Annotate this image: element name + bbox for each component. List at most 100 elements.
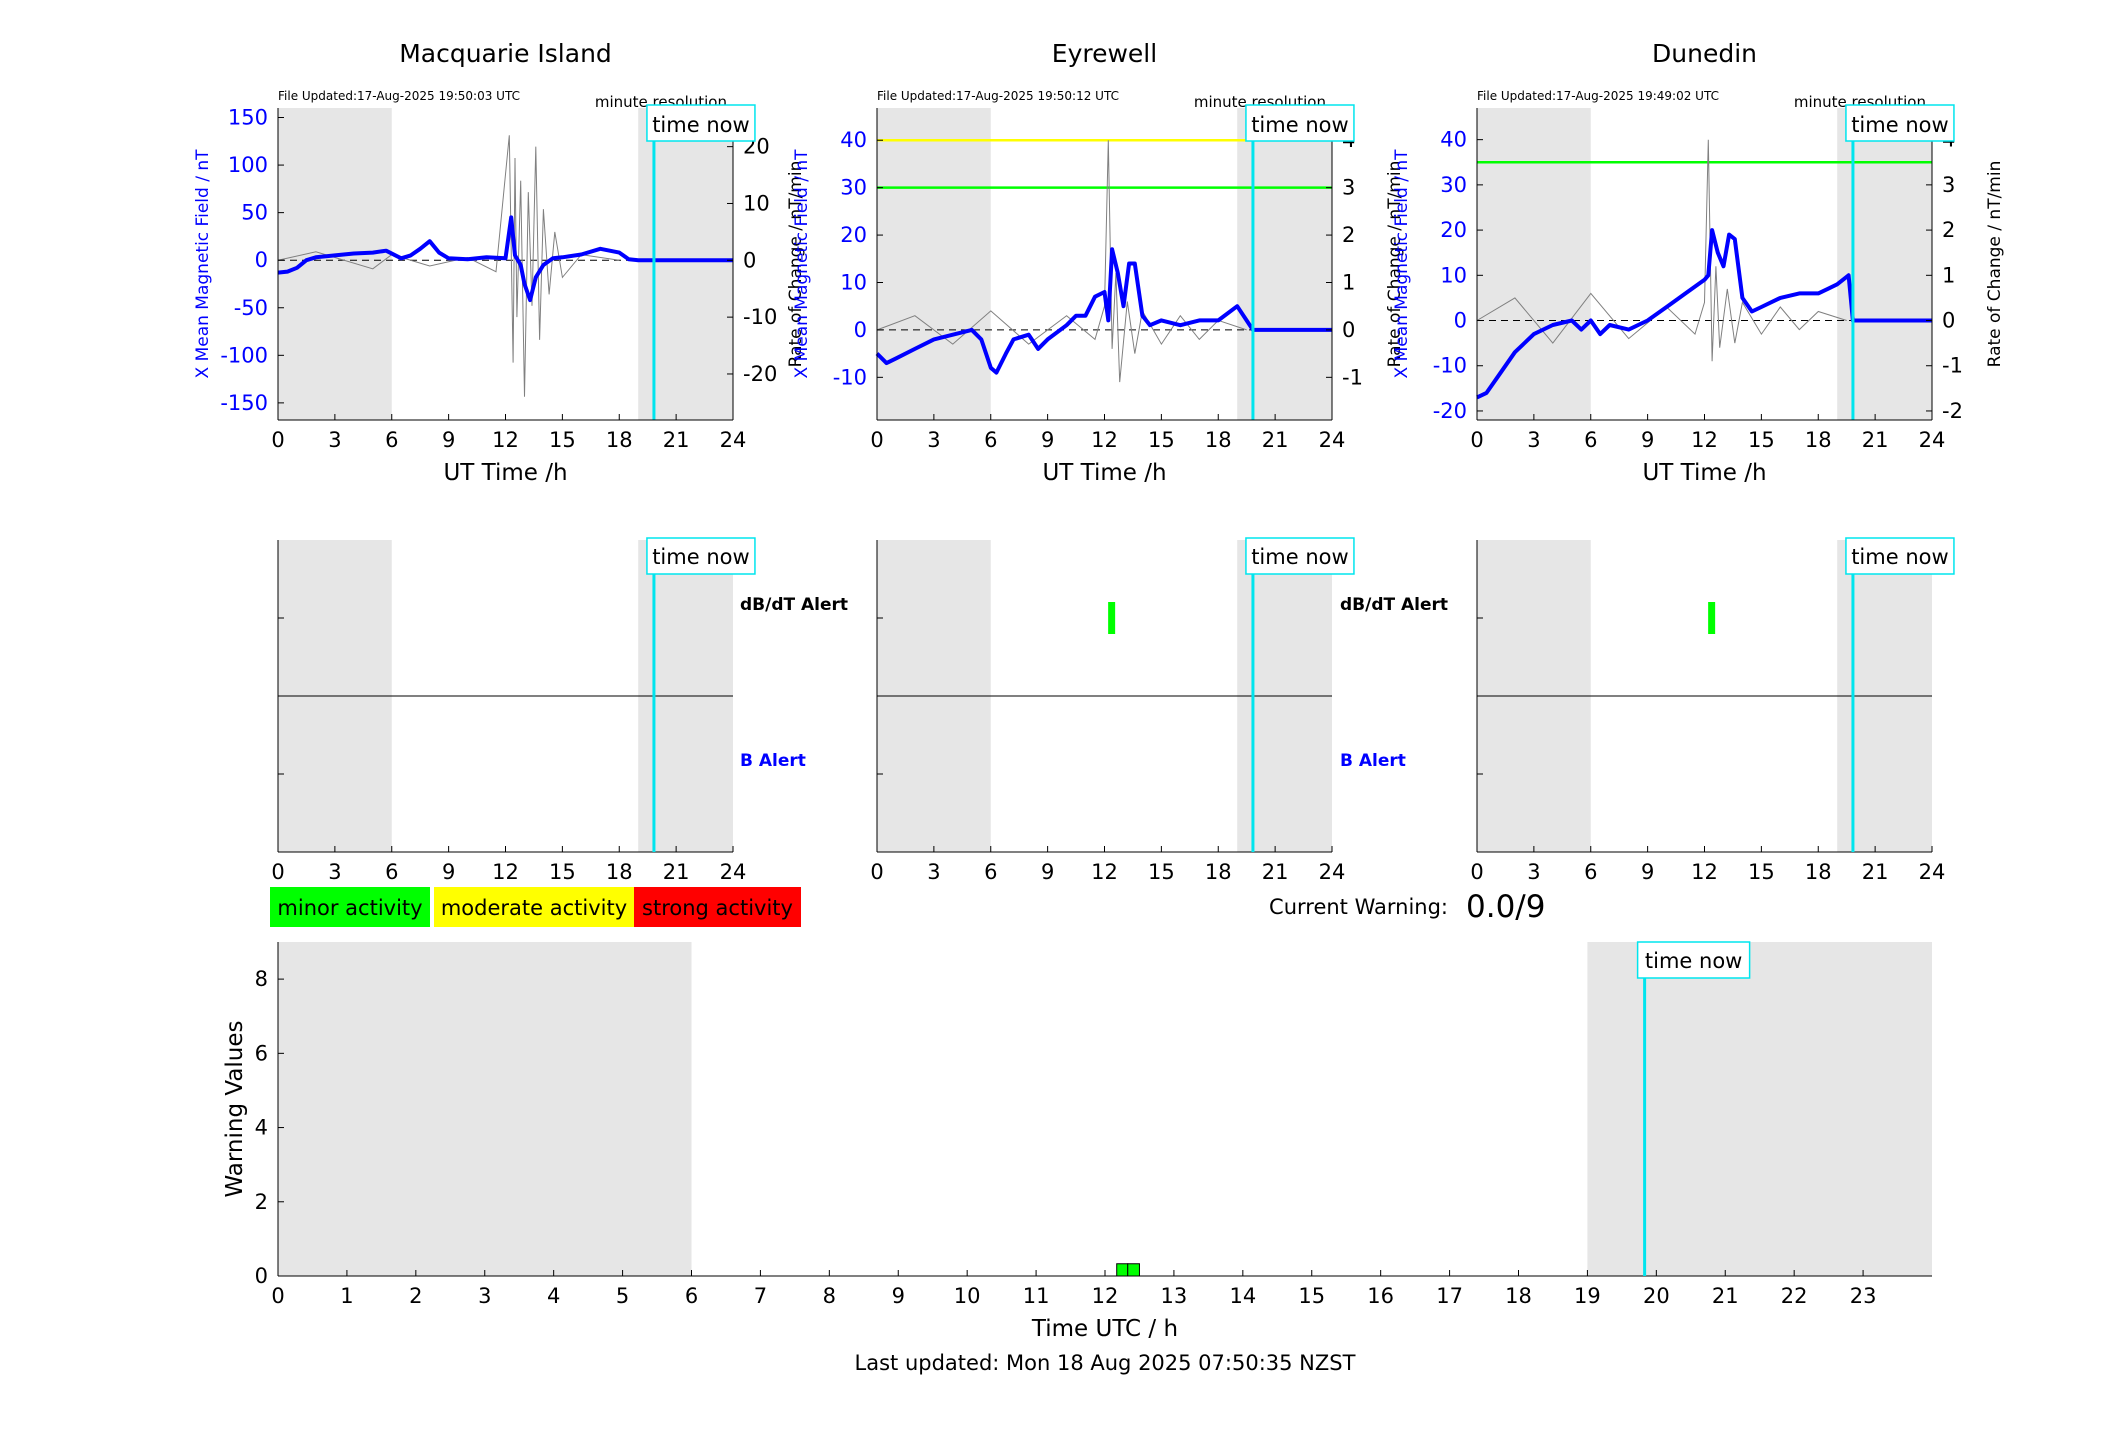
y-tick-label: -10 [833,365,867,389]
file-updated: File Updated:17-Aug-2025 19:49:02 UTC [1477,89,1719,103]
b-alert-label: B Alert [1340,751,1406,771]
time-now-box [646,537,756,575]
x-tick-label: 0 [870,428,883,452]
time-now-box [1845,537,1955,575]
warning-x-label: Time UTC / h [1031,1316,1178,1342]
y-left-label: X Mean Magnetic Field / nT [193,149,213,379]
y-tick-label: 0 [1454,309,1467,333]
y-tick-label: 50 [241,201,268,225]
y-tick-label: -50 [234,296,268,320]
dbdt-alert-label: dB/dT Alert [1340,595,1448,615]
file-updated: File Updated:17-Aug-2025 19:50:12 UTC [877,89,1119,103]
y-right-tick-label: -1 [1942,354,1963,378]
x-tick-label: 24 [1319,860,1346,884]
night-shade [1477,108,1591,420]
b-alert-label: B Alert [740,751,806,771]
time-now-label: time now [652,113,749,137]
y-right-tick-label: -1 [1342,365,1363,389]
mean-field-series [875,247,1332,375]
x-tick-label: 21 [1262,428,1289,452]
y-tick-label: 20 [1440,218,1467,242]
time-now-box [1245,104,1355,142]
y-tick-label: 20 [840,223,867,247]
x-tick-label: 15 [1748,860,1775,884]
x-tick-label: 21 [663,428,690,452]
y-right-tick-label: 0 [1942,309,1955,333]
y-tick-label: 10 [1440,263,1467,287]
x-tick-label: 11 [1023,1284,1050,1308]
y-right-tick-label: 2 [1342,223,1355,247]
legend-minor-swatch [270,887,430,927]
rate-of-change-series [1476,139,1847,362]
time-now-label: time now [1851,113,1948,137]
x-tick-label: 15 [1148,860,1175,884]
last-updated: Last updated: Mon 18 Aug 2025 07:50:35 N… [855,1351,1356,1375]
x-tick-label: 8 [823,1284,836,1308]
warning-bar [1116,1263,1129,1277]
x-tick-label: 3 [478,1284,491,1308]
y-tick-label: 10 [840,270,867,294]
y-right-tick-label: 3 [1342,176,1355,200]
file-updated: File Updated:17-Aug-2025 19:50:03 UTC [278,89,520,103]
x-tick-label: 3 [1527,860,1540,884]
night-shade [278,108,392,420]
rate-of-change-series [277,135,620,397]
current-warning-label: Current Warning: [1269,895,1448,919]
mean-field-series [277,215,733,303]
x-tick-label: 3 [328,860,341,884]
y-right-tick-label: -20 [743,362,777,386]
warning-bar [1127,1263,1140,1277]
y-tick-label: -10 [1433,354,1467,378]
x-tick-label: 13 [1161,1284,1188,1308]
y-tick-label: 0 [854,318,867,342]
y-tick-label: 100 [228,153,268,177]
x-tick-label: 0 [271,1284,284,1308]
warning-y-label: Warning Values [222,1020,248,1197]
x-tick-label: 0 [271,428,284,452]
x-tick-label: 16 [1367,1284,1394,1308]
y-tick-label: -100 [220,343,268,367]
x-tick-label: 12 [1691,428,1718,452]
x-tick-label: 3 [328,428,341,452]
x-tick-label: 14 [1229,1284,1256,1308]
x-tick-label: 0 [870,860,883,884]
x-tick-label: 23 [1850,1284,1877,1308]
x-tick-label: 9 [442,860,455,884]
x-tick-label: 6 [685,1284,698,1308]
y-tick-label: 6 [255,1041,268,1065]
x-axis-label: UT Time /h [1042,460,1166,486]
legend-moderate-label: moderate activity [441,896,627,920]
y-right-label: Rate of Change / nT/min [786,161,806,368]
x-tick-label: 24 [1319,428,1346,452]
legend-strong-swatch [634,887,801,927]
x-tick-label: 12 [1092,1284,1119,1308]
x-tick-label: 0 [1470,428,1483,452]
y-tick-label: 4 [255,1116,268,1140]
x-tick-label: 12 [492,860,519,884]
time-now-box [1845,104,1955,142]
night-shade [1837,108,1932,420]
x-tick-label: 20 [1643,1284,1670,1308]
rate-of-change-series [876,140,1247,383]
y-right-tick-label: 1 [1342,270,1355,294]
x-axis-label: UT Time /h [443,460,567,486]
mean-field-series [1476,228,1932,400]
x-tick-label: 24 [720,428,747,452]
y-tick-label: 8 [255,967,268,991]
x-tick-label: 18 [606,428,633,452]
y-right-tick-label: 0 [1342,318,1355,342]
night-shade [638,108,733,420]
y-right-tick-label: -10 [743,305,777,329]
x-tick-label: 5 [616,1284,629,1308]
x-axis-label: UT Time /h [1642,460,1766,486]
x-tick-label: 1 [340,1284,353,1308]
current-warning-value: 0.0/9 [1466,889,1545,925]
night-shade [877,108,991,420]
time-now-label: time now [652,545,749,569]
x-tick-label: 6 [984,428,997,452]
x-tick-label: 21 [1712,1284,1739,1308]
y-tick-label: -20 [1433,399,1467,423]
x-tick-label: 21 [1862,860,1889,884]
night-shade [278,942,692,1276]
